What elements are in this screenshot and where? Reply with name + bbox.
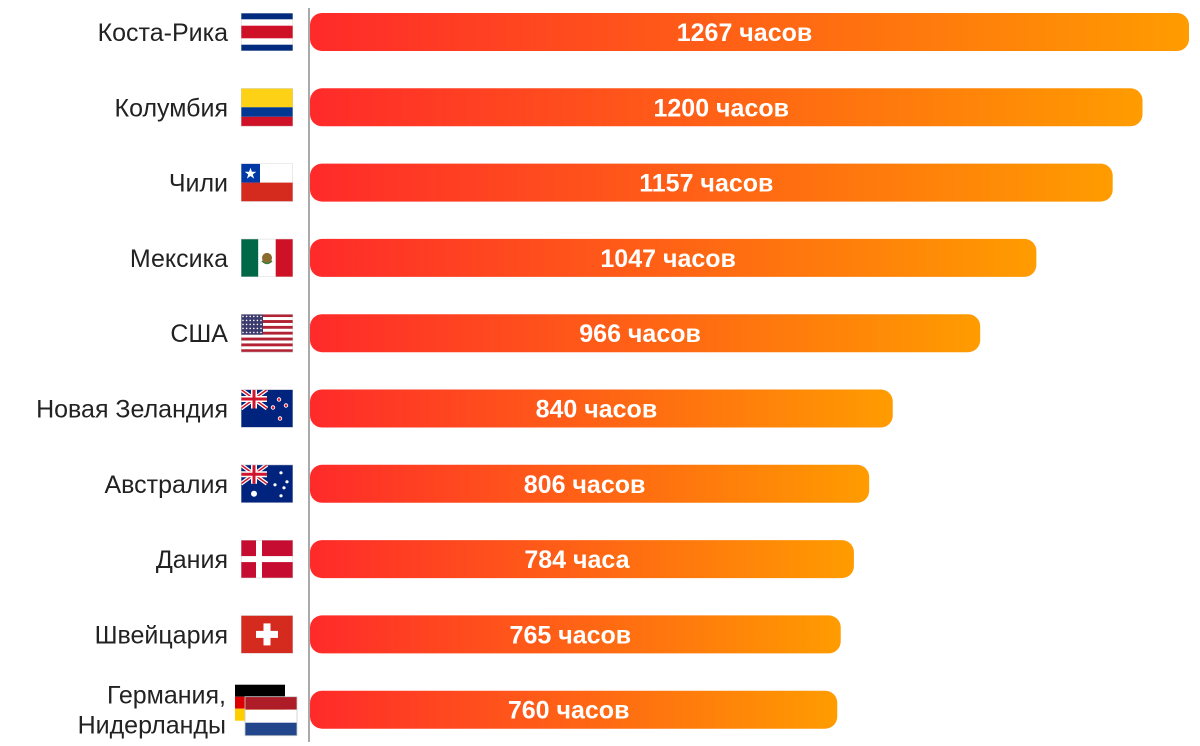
new-zealand-flag-icon — [241, 389, 293, 428]
bar — [310, 540, 854, 579]
usa-flag-icon — [241, 314, 293, 353]
bar-value-label: 784 часа — [524, 546, 630, 574]
chile-flag-icon — [241, 163, 293, 202]
country-label: Колумбия — [115, 94, 228, 122]
country-label: Чили — [169, 170, 228, 198]
country-label: Мексика — [130, 245, 228, 273]
denmark-flag-icon — [241, 540, 293, 579]
country-label: Новая Зеландия — [36, 396, 228, 424]
bar — [310, 163, 1113, 202]
bar-value-label: 1200 часов — [653, 94, 789, 122]
bar-value-label: 1267 часов — [677, 19, 813, 47]
bar — [310, 88, 1143, 127]
australia-flag-icon — [241, 464, 293, 503]
mexico-flag-icon — [241, 238, 293, 277]
bar-value-label: 966 часов — [579, 320, 701, 348]
bar-value-label: 765 часов — [510, 621, 632, 649]
bar-value-label: 1157 часов — [639, 170, 773, 198]
bar-value-label: 1047 часов — [600, 245, 736, 273]
bar-value-label: 760 часов — [508, 697, 630, 725]
country-label: Швейцария — [95, 621, 228, 649]
country-label: Германия, Нидерланды — [78, 682, 226, 740]
bar — [310, 690, 838, 729]
bar — [310, 314, 981, 353]
country-label: Австралия — [104, 471, 228, 499]
switzerland-flag-icon — [241, 615, 293, 654]
country-label: США — [170, 320, 228, 348]
costa-rica-flag-icon — [241, 13, 293, 51]
bar — [310, 464, 870, 503]
colombia-flag-icon — [241, 88, 293, 127]
bar — [310, 13, 1189, 51]
bar-value-label: 840 часов — [536, 396, 658, 424]
bar — [310, 238, 1037, 277]
netherlands-flag-icon — [244, 696, 298, 737]
bar — [310, 389, 893, 428]
bar-value-label: 806 часов — [524, 471, 646, 499]
country-label: Коста-Рика — [98, 19, 228, 47]
country-label: Дания — [156, 546, 228, 574]
bar — [310, 615, 841, 654]
